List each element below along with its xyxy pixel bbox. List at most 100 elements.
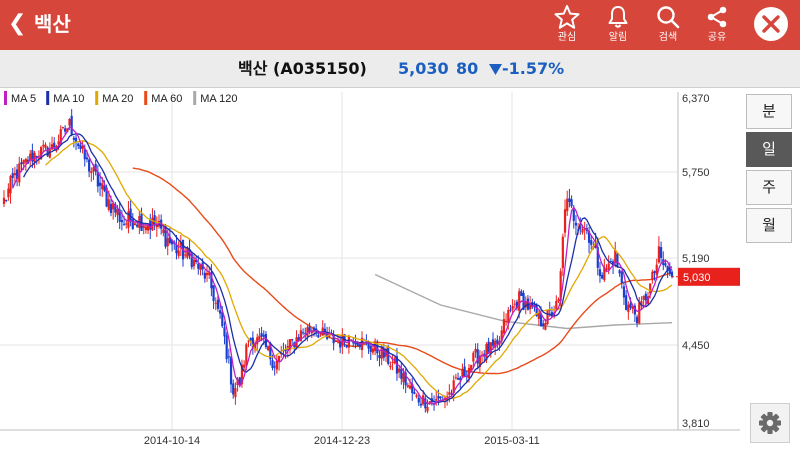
candle-body [391,361,394,363]
candle [570,195,573,209]
candle-body [277,355,281,363]
candle [216,294,220,312]
chart-legend: MA 5 MA 10 MA 20 MA 60 MA 120 [4,91,238,105]
candle [260,326,263,342]
candle-body [358,344,361,348]
candle [72,135,75,148]
candle-body [666,265,669,271]
stock-name: 백산 (A035150) [238,59,367,78]
candle-body [627,304,630,312]
candle-body [555,300,558,311]
candle-body [88,159,91,172]
candle [129,199,132,227]
candle-body [74,137,78,143]
period-minute-button[interactable]: 분 [746,94,792,129]
candle-body [50,144,54,150]
candle [175,234,178,260]
candle [243,360,246,372]
candle [666,265,669,278]
candle [515,299,519,311]
candle-body [125,223,128,225]
chart-settings-button[interactable] [750,403,790,443]
candle [11,167,14,189]
candle [258,328,261,342]
candle-body [426,406,429,412]
candle [177,241,180,259]
candle-body [502,319,506,334]
candle-body [389,365,392,368]
candle-body [515,301,519,309]
close-button[interactable] [752,5,790,43]
candle-body [620,271,623,284]
candle-body [382,348,385,358]
candle [197,255,200,275]
candle-body [232,383,235,395]
back-chevron-icon[interactable]: ❮ [8,11,27,36]
candle [563,199,567,238]
candle [472,351,475,367]
page-title: 백산 [34,12,71,36]
candle-body [378,355,381,358]
candle [668,262,671,277]
candle [212,285,215,310]
alert-button[interactable]: 알림 [595,4,641,48]
candle [251,331,254,355]
candle [555,295,558,312]
candle [155,216,158,237]
search-label: 검색 [658,32,678,43]
candle [546,309,549,326]
candle-body [609,261,612,263]
candle-body [601,274,604,279]
candle-body [345,345,348,348]
candle-body [579,226,582,229]
chart-area[interactable]: MA 5 MA 10 MA 20 MA 60 MA 120 6,370 5,750 5,19… [0,88,740,450]
candle [651,269,654,284]
price-chart[interactable]: MA 5 MA 10 MA 20 MA 60 MA 120 6,370 5,750 5,19… [0,88,740,450]
candle-body [2,197,6,204]
candle-body [85,157,89,160]
candle [616,253,619,268]
candle [227,348,230,364]
candle-body [251,337,254,349]
candle [90,167,93,182]
legend-swatch-2 [95,91,99,105]
candle [334,339,337,343]
candle-body [77,143,80,147]
y-tick-label-2: 5,190 [682,253,710,265]
candle-body [146,224,150,231]
candle [378,350,381,367]
candle-body [339,340,342,348]
candle-body [507,309,510,324]
candle [400,362,403,385]
period-week-button[interactable]: 주 [746,170,792,205]
candle-body [288,339,292,350]
chart-grid [0,92,740,431]
candle [127,200,130,234]
search-icon [657,6,680,29]
candle-body [476,349,479,364]
candle [529,296,532,315]
candle [70,109,73,137]
search-button[interactable]: 검색 [645,4,691,48]
gear-icon [759,412,781,434]
candle-body [404,372,407,386]
candle-body [664,263,667,266]
candle-body [574,222,578,226]
candle [542,319,545,330]
favorite-button[interactable]: 관심 [544,4,590,48]
share-button[interactable]: 공유 [694,4,740,48]
candle-body [197,263,200,269]
candle [415,393,418,399]
candle-body [524,301,527,308]
candle-body [131,219,134,230]
candle [295,330,298,350]
period-month-button[interactable]: 월 [746,208,792,243]
period-day-button[interactable]: 일 [746,132,792,167]
candle-body [105,187,108,207]
candle-body [53,142,56,148]
candle [153,210,156,231]
candle-body [563,209,567,233]
candle-body [301,332,305,334]
ma10-line [23,133,673,403]
candle [190,251,193,270]
